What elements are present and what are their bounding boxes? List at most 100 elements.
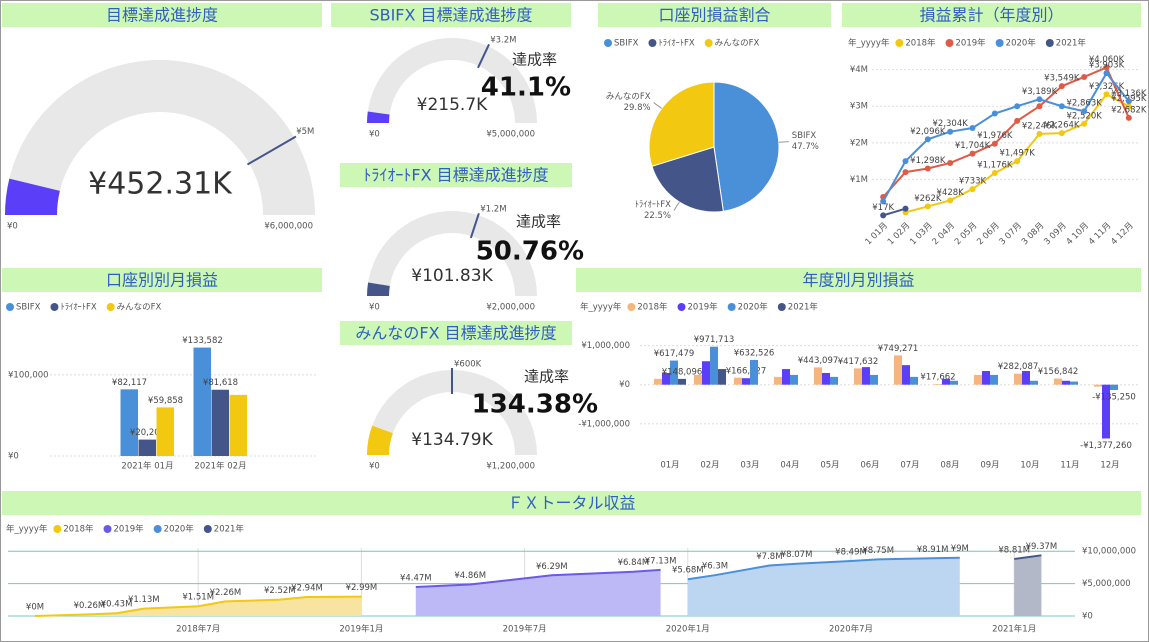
data-label: ¥1,497K xyxy=(1000,149,1036,159)
legend-marker xyxy=(648,39,657,47)
gauge-target xyxy=(469,212,480,239)
gauge-target-label: ¥600K xyxy=(454,360,482,370)
panel-header xyxy=(331,3,571,27)
gauge-value: ¥452.31K xyxy=(88,167,233,202)
rate-title: 達成率 xyxy=(524,368,569,386)
line-point xyxy=(924,136,931,143)
rate-value: 50.76% xyxy=(476,237,584,267)
data-label: ¥8.81M xyxy=(998,545,1030,555)
bar xyxy=(670,360,678,385)
bar xyxy=(1094,384,1102,387)
line-point xyxy=(1036,103,1043,110)
data-label: ¥2.99M xyxy=(346,583,378,593)
bar xyxy=(854,368,862,385)
bar xyxy=(1062,380,1070,385)
line-point xyxy=(1058,130,1065,137)
data-label: ¥2.52M xyxy=(264,586,296,596)
gauge-fill xyxy=(367,282,390,296)
legend-marker xyxy=(153,525,162,533)
bar xyxy=(1102,384,1110,439)
bar xyxy=(870,374,878,385)
gauge-min: ¥0 xyxy=(369,130,380,140)
y-tick-label: ¥0 xyxy=(619,380,630,390)
panel-header xyxy=(2,3,322,27)
legend-label: みんなのFX xyxy=(715,39,760,49)
pie-value: 29.8% xyxy=(624,103,651,113)
bar xyxy=(229,394,247,456)
legend-label: 2018年 xyxy=(905,38,936,49)
data-label: ¥17K xyxy=(872,203,894,213)
legend-title: 年_yyyy年 xyxy=(580,302,622,313)
data-label: ¥0.43M xyxy=(101,600,133,610)
line-point xyxy=(880,198,887,205)
data-label: ¥7.13M xyxy=(645,556,677,566)
line-point xyxy=(991,140,998,147)
bar xyxy=(120,389,138,456)
bar xyxy=(211,389,229,456)
x-tick-label: 2 04月 xyxy=(931,221,957,247)
bar xyxy=(654,378,662,385)
x-tick-label: 4 12月 xyxy=(1109,221,1135,247)
data-label: ¥9.37M xyxy=(1026,542,1058,552)
x-tick-label: 2 05月 xyxy=(953,221,979,247)
gauge-min: ¥0 xyxy=(7,222,18,232)
data-label: ¥2,304K xyxy=(933,119,969,129)
line-point xyxy=(1014,117,1021,124)
data-label: ¥733K xyxy=(959,177,987,187)
panel-title: 目標達成進捗度 xyxy=(106,6,218,25)
x-tick-label: 03月 xyxy=(740,461,759,471)
x-tick-label: 10月 xyxy=(1020,461,1039,471)
x-tick-label: 3 09月 xyxy=(1042,221,1068,247)
line-point xyxy=(1125,103,1132,110)
panel-header xyxy=(598,3,831,27)
bar xyxy=(718,369,726,385)
gauge-track xyxy=(5,60,315,215)
legend-label: ﾄﾗｲｵｰﾄFX xyxy=(658,39,694,49)
x-tick-label: 2018年7月 xyxy=(176,624,220,635)
y-tick-label: ¥0 xyxy=(1082,612,1093,622)
bar xyxy=(750,359,758,385)
legend-label: みんなのFX xyxy=(117,303,162,313)
legend-marker xyxy=(777,303,786,311)
area-line xyxy=(34,595,362,617)
data-label: ¥2.94M xyxy=(291,583,323,593)
gauge-fill xyxy=(5,178,60,215)
bar xyxy=(790,374,798,385)
x-tick-label: 01月 xyxy=(660,461,679,471)
data-label: ¥6.84M xyxy=(618,558,650,568)
data-label: ¥3,189K xyxy=(1022,87,1058,97)
bar xyxy=(982,371,990,385)
x-tick-label: 04月 xyxy=(780,461,799,471)
data-label: ¥8.91M xyxy=(917,545,949,555)
legend-marker xyxy=(604,39,612,47)
bar xyxy=(910,376,918,385)
bar xyxy=(1070,381,1078,385)
x-tick-label: 2019年7月 xyxy=(503,624,547,635)
line-point xyxy=(1103,91,1110,98)
legend-title: 年_yyyy年 xyxy=(848,38,890,49)
line-series xyxy=(882,66,1130,198)
line-point xyxy=(969,186,976,193)
bar xyxy=(156,407,174,456)
line-point xyxy=(1081,120,1088,127)
data-label: ¥82,117 xyxy=(112,378,147,388)
pie-value: 47.7% xyxy=(792,142,819,152)
data-label: ¥0M xyxy=(26,603,44,613)
panel-header xyxy=(2,268,322,292)
gauge-fill xyxy=(367,425,393,455)
legend-label: 2019年 xyxy=(114,524,145,535)
gauge-track xyxy=(367,211,537,296)
panel-title: 口座別別月損益 xyxy=(106,271,218,290)
line-point xyxy=(1036,96,1043,103)
y-tick-label: ¥1M xyxy=(850,175,868,185)
data-label: ¥262K xyxy=(914,194,942,204)
data-label: ¥282,087 xyxy=(998,362,1039,372)
legend-marker xyxy=(103,525,112,533)
legend-label: 2019年 xyxy=(956,38,987,49)
line-point xyxy=(1081,108,1088,115)
data-label: ¥632,526 xyxy=(734,348,775,358)
pie-label: SBIFX xyxy=(792,131,817,141)
bar xyxy=(678,378,686,385)
data-label: ¥428K xyxy=(937,188,965,198)
data-label: ¥2,682K xyxy=(1111,105,1147,115)
